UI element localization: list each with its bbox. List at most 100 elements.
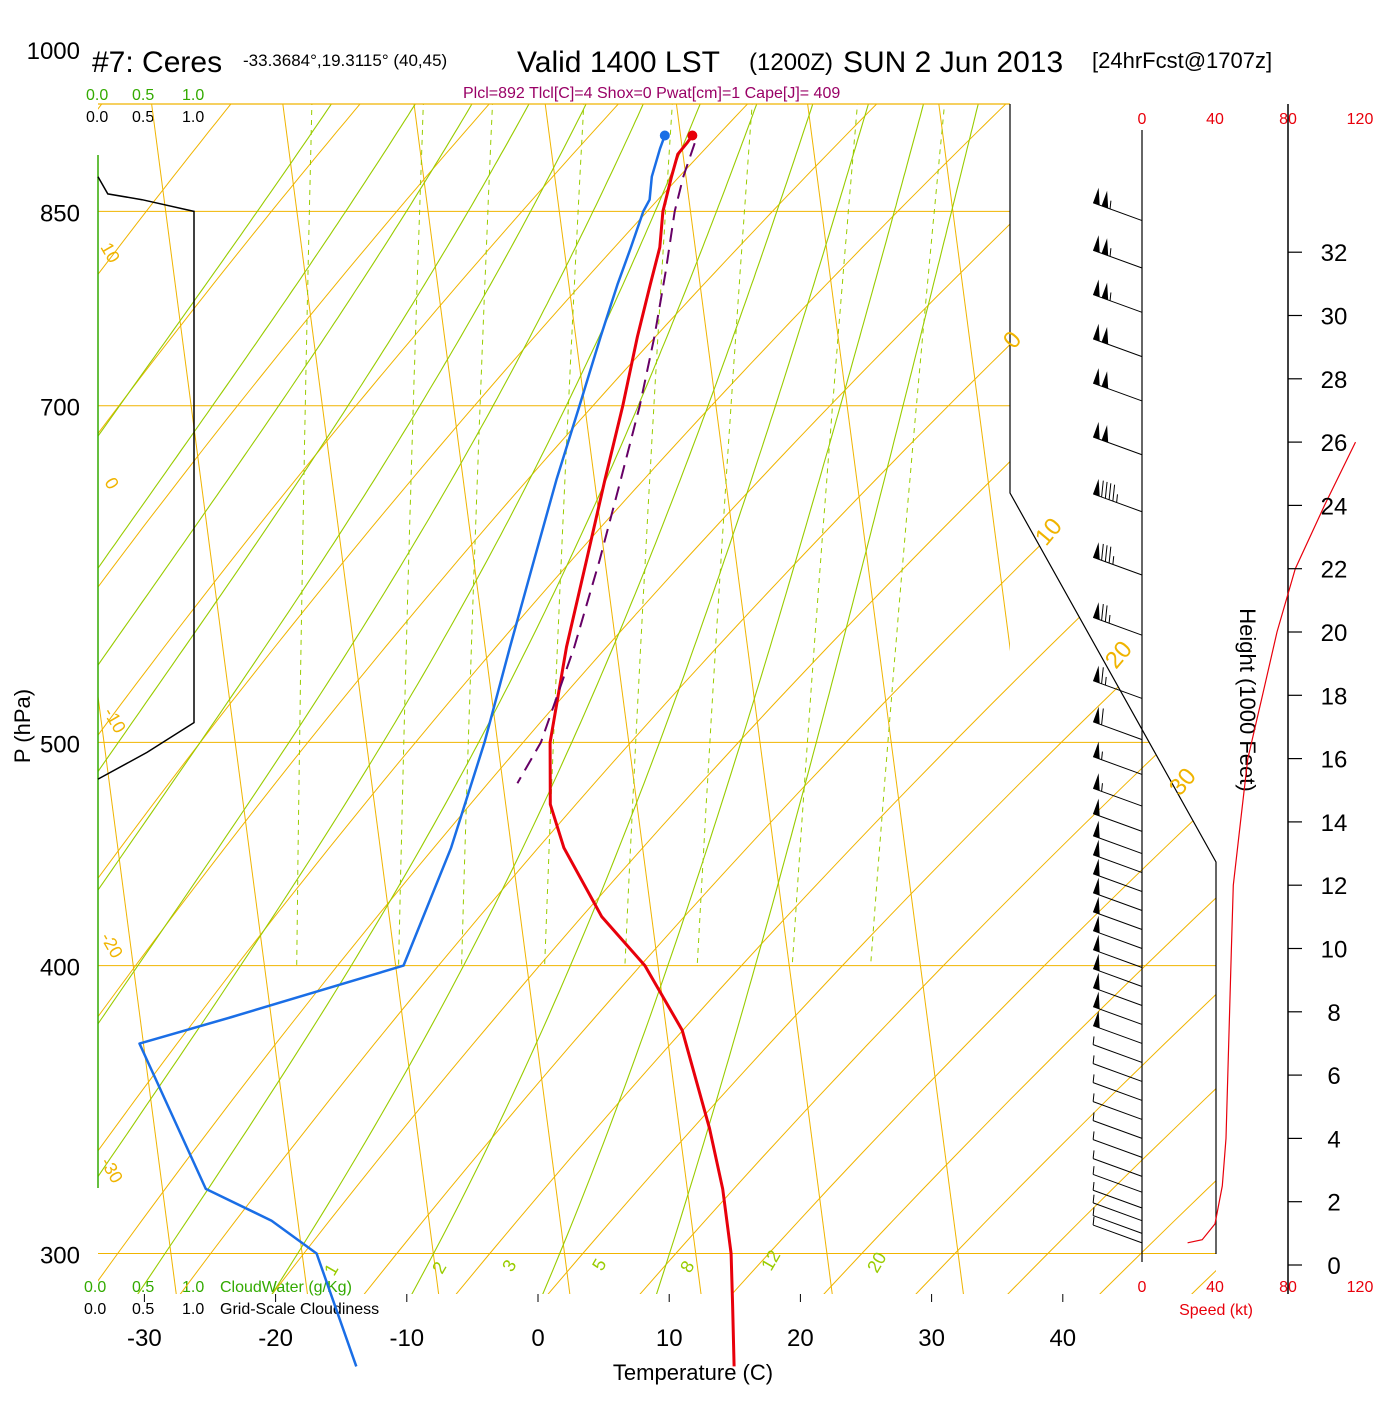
height-tick-label: 28	[1321, 367, 1348, 394]
cl-top-0: 0.0	[86, 109, 108, 126]
valid-date: SUN 2 Jun 2013	[843, 46, 1063, 79]
frame-right	[1010, 104, 1216, 1254]
plot-frame	[98, 104, 1288, 1294]
dry-adiabat	[1137, 0, 1400, 1400]
forecast-info: [24hrFcst@1707z]	[1092, 48, 1272, 73]
spd-top-3: 120	[1347, 111, 1374, 128]
isotherm	[269, 0, 457, 1400]
wind-barb	[1093, 368, 1142, 401]
wind-barb	[1093, 707, 1142, 740]
isotherm	[7, 0, 195, 1400]
dry-adiabat-label: 0	[998, 326, 1027, 354]
temp-tick-label: 0	[531, 1325, 544, 1352]
moist-adiabats	[0, 0, 1004, 1400]
isobars	[98, 49, 1216, 1400]
dry-adiabat-label: 20	[1100, 636, 1138, 674]
cw-top-2: 1.0	[182, 87, 204, 104]
height-tick-label: 20	[1321, 620, 1348, 647]
mixing-ratio-line	[399, 0, 428, 966]
cl-bot-2: 1.0	[182, 1301, 204, 1318]
dry-adiabat	[0, 0, 848, 1400]
speed-axis-label: Speed (kt)	[1179, 1302, 1253, 1319]
wind-barb	[1093, 742, 1142, 775]
isotherm	[925, 0, 1113, 1400]
mixing-ratio-label-20: 20	[863, 1249, 890, 1276]
moist-adiabat	[0, 0, 637, 1400]
height-tick-label: 2	[1327, 1190, 1340, 1217]
wind-barb	[1093, 1182, 1142, 1208]
cloud-water-bottom-ticks: 0.0 0.5 1.0 CloudWater (g/Kg)	[84, 1279, 352, 1296]
temp-tick-label: 20	[787, 1325, 814, 1352]
height-tick-label: 30	[1321, 304, 1348, 331]
wind-barb	[1093, 1217, 1142, 1243]
height-tick-label: 14	[1321, 810, 1348, 837]
spd-bot-1: 40	[1206, 1279, 1224, 1296]
dry-adiabat	[519, 0, 1400, 1400]
cloud-water-top-ticks: 0.0 0.5 1.0	[86, 87, 204, 104]
moist-adiabat	[479, 0, 951, 1400]
cw-top-1: 0.5	[132, 87, 154, 104]
speed-bottom-ticks: 0 40 80 120 Speed (kt)	[1138, 1279, 1374, 1319]
cl-bot-1: 0.5	[132, 1301, 154, 1318]
height-tick-label: 22	[1321, 557, 1348, 584]
mixing-ratio-label-3: 3	[498, 1256, 520, 1275]
cw-top-0: 0.0	[86, 87, 108, 104]
height-tick-label: 4	[1327, 1126, 1340, 1153]
wind-barb	[1093, 602, 1142, 635]
wind-barb	[1093, 821, 1142, 854]
temp-tick-label: 10	[656, 1325, 683, 1352]
pressure-label-400: 400	[40, 955, 80, 982]
spd-bot-3: 120	[1347, 1279, 1374, 1296]
wind-barb	[1093, 479, 1142, 512]
spd-top-0: 0	[1138, 111, 1147, 128]
mixing-ratio-line	[625, 0, 679, 966]
wind-panel	[1093, 188, 1355, 1243]
spd-top-1: 40	[1206, 111, 1224, 128]
coordinates: -33.3684°,19.3115° (40,45)	[243, 51, 447, 70]
dry-adiabat	[0, 0, 715, 1400]
pressure-label-300: 300	[40, 1242, 80, 1269]
spd-bot-0: 0	[1138, 1279, 1147, 1296]
temp-tick-label: -30	[127, 1325, 162, 1352]
cloud-water-label: CloudWater (g/Kg)	[220, 1279, 352, 1296]
cloudiness-top-ticks: 0.0 0.5 1.0	[86, 109, 204, 126]
height-tick-label: 32	[1321, 240, 1348, 267]
wind-barb	[1093, 542, 1142, 575]
pressure-label-500: 500	[40, 731, 80, 758]
pressure-label-700: 700	[40, 395, 80, 422]
mixing-ratio-line	[462, 0, 498, 966]
zulu-time: (1200Z)	[749, 49, 833, 76]
height-tick-label: 18	[1321, 683, 1348, 710]
mixing-ratio-label-2: 2	[428, 1258, 450, 1277]
dry-adiabat	[607, 0, 1400, 1400]
cl-top-2: 1.0	[182, 109, 204, 126]
moist-adiabat	[180, 0, 847, 1400]
mixing-ratio-label-12: 12	[757, 1247, 784, 1274]
speed-top-ticks: 0 40 80 120	[1138, 111, 1374, 128]
dry-adiabat-label: -20	[97, 929, 127, 962]
moist-adiabat	[43, 0, 795, 1400]
moist-adiabat	[331, 0, 899, 1400]
axis-ticks: 2503004005007008501000-30-20-10010203040…	[27, 38, 1348, 1400]
moist-adiabat	[0, 0, 741, 1400]
wind-barb	[1093, 773, 1142, 806]
height-tick-label: 6	[1327, 1063, 1340, 1090]
mixing-ratio-line	[792, 0, 867, 966]
stability-indices: Plcl=892 Tlcl[C]=4 Shox=0 Pwat[cm]=1 Cap…	[463, 85, 840, 102]
height-tick-label: 24	[1321, 493, 1348, 520]
pressure-label-850: 850	[40, 200, 80, 227]
mixing-ratio-line	[297, 0, 315, 966]
height-tick-label: 26	[1321, 430, 1348, 457]
y-axis-label: P (hPa)	[10, 689, 35, 763]
dry-adiabat-label: 10	[97, 239, 124, 266]
temperature-surface-marker	[687, 131, 697, 141]
height-tick-label: 0	[1327, 1253, 1340, 1280]
wind-barb	[1093, 235, 1142, 268]
mixing-ratio-line	[545, 0, 590, 966]
station-title: #7: Ceres	[92, 46, 222, 79]
height-tick-label: 12	[1321, 873, 1348, 900]
dry-adiabat	[166, 0, 1400, 1400]
temp-tick-label: -20	[258, 1325, 293, 1352]
